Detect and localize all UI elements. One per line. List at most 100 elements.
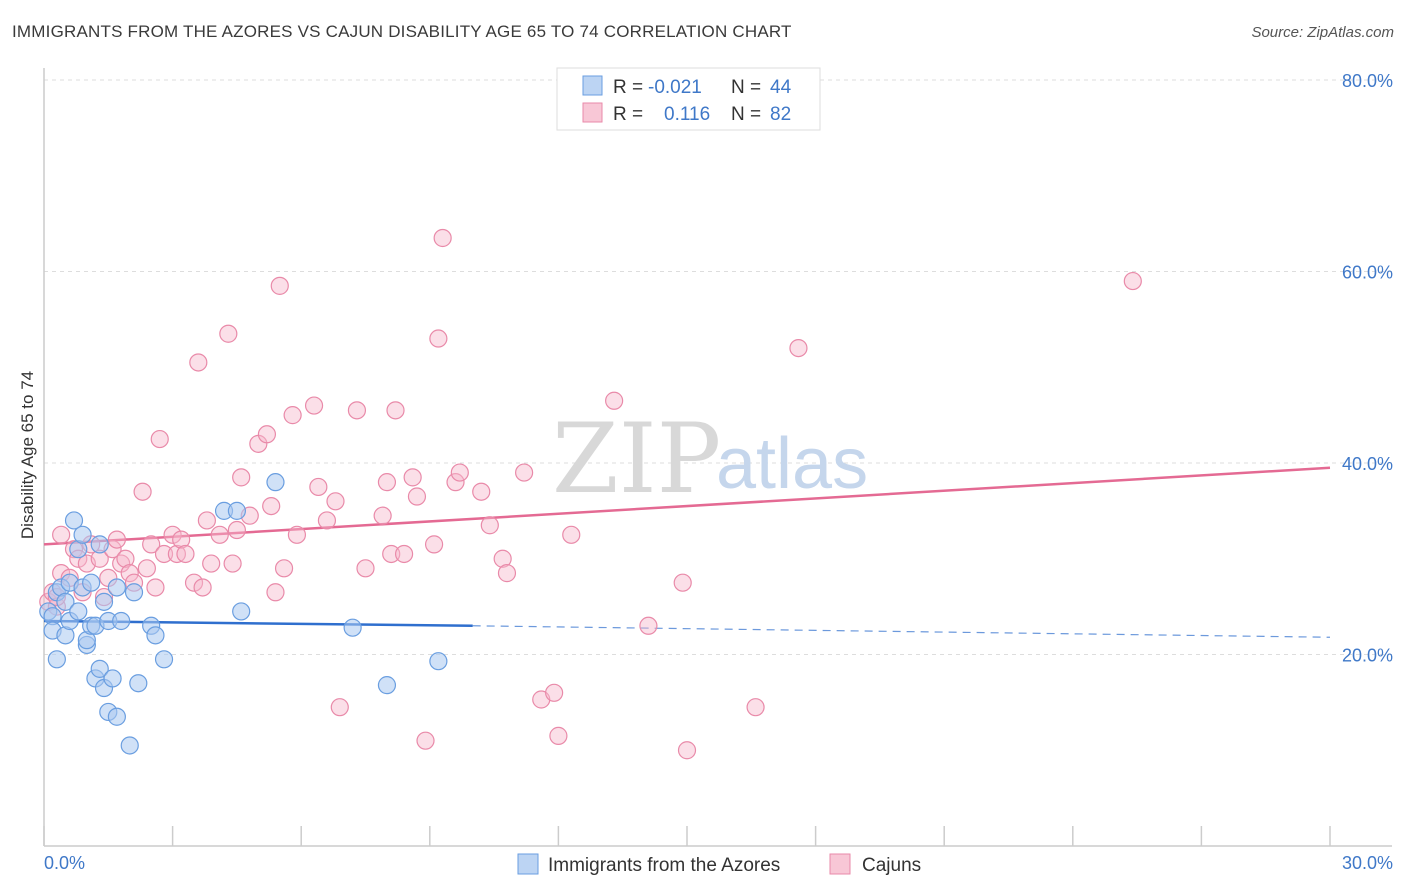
cajuns-point	[189, 353, 208, 372]
cajuns-point	[176, 544, 195, 564]
azores-point	[154, 650, 174, 669]
cajuns-point	[450, 463, 469, 482]
y-tick-labels: 20.0% 40.0% 60.0% 80.0%	[1342, 71, 1393, 666]
cajuns-point	[377, 473, 397, 492]
x-tick-label-max: 30.0%	[1342, 853, 1393, 873]
watermark-atlas: atlas	[716, 424, 868, 504]
cajuns-point	[150, 429, 169, 449]
cajuns-point	[146, 578, 165, 597]
chart-title: IMMIGRANTS FROM THE AZORES VS CAJUN DISA…	[12, 22, 792, 41]
cajuns-point	[210, 525, 229, 544]
cajuns-point	[746, 698, 765, 717]
azores-point	[124, 583, 144, 602]
cajuns-point	[1123, 271, 1142, 291]
x-ticks	[43, 826, 1331, 846]
cajuns-point	[304, 396, 324, 415]
cajuns-point	[382, 544, 401, 564]
azores-point	[129, 674, 148, 693]
chart-source: Source: ZipAtlas.com	[1251, 24, 1394, 41]
azores-point	[90, 659, 109, 678]
azores-point	[112, 611, 131, 631]
cajuns-point	[639, 616, 658, 635]
cajuns-point	[137, 559, 156, 578]
cajuns-point	[202, 554, 221, 573]
bottom-legend-label-azores: Immigrants from the Azores	[548, 855, 780, 876]
y-tick-label: 60.0%	[1342, 263, 1393, 283]
azores-point	[266, 473, 285, 492]
bottom-legend: Immigrants from the Azores Cajuns	[517, 853, 921, 876]
cajuns-point	[677, 741, 697, 760]
azores-point	[103, 669, 122, 688]
cajuns-point	[193, 578, 212, 597]
cajuns-point	[403, 468, 422, 487]
azores-point	[47, 650, 66, 669]
cajuns-point	[287, 525, 307, 544]
azores-point	[82, 573, 101, 592]
cajuns-point	[107, 530, 126, 549]
cajuns-point	[407, 487, 427, 506]
cajuns-point	[605, 391, 624, 410]
cajuns-point	[416, 731, 435, 750]
cajuns-point	[262, 496, 281, 516]
cajuns-point	[446, 473, 465, 492]
cajuns-point	[347, 401, 367, 420]
cajuns-point	[497, 564, 517, 583]
cajuns-point	[549, 726, 568, 745]
cajuns-point	[386, 401, 405, 420]
bottom-legend-label-cajuns: Cajuns	[862, 855, 921, 876]
cajuns-point	[227, 520, 246, 540]
legend-r-value-cajuns: 0.116	[664, 104, 710, 125]
azores-points	[39, 473, 448, 755]
cajuns-point	[429, 329, 448, 348]
cajuns-point	[515, 463, 534, 482]
cajuns-point	[356, 559, 375, 578]
y-tick-label: 20.0%	[1342, 646, 1393, 666]
cajuns-point	[120, 564, 139, 583]
cajuns-point	[223, 554, 242, 573]
cajuns-point	[283, 406, 302, 425]
cajuns-point	[433, 228, 452, 248]
cajuns-point	[480, 516, 499, 535]
cajuns-point	[373, 506, 392, 525]
axes	[43, 68, 1392, 847]
trend-line-cajuns	[43, 466, 1331, 546]
azores-point	[377, 676, 397, 695]
legend-r-label-azores: R =	[613, 77, 643, 98]
cajuns-point	[394, 544, 414, 564]
azores-point	[227, 501, 246, 520]
legend-r-label-cajuns: R =	[613, 104, 643, 125]
legend-swatch-cajuns	[582, 102, 603, 123]
azores-point	[90, 535, 109, 554]
cajuns-point	[154, 544, 174, 564]
y-tick-label: 80.0%	[1342, 71, 1393, 91]
cajuns-point	[472, 482, 491, 501]
bottom-legend-swatch-cajuns	[829, 853, 851, 875]
cajuns-point	[789, 339, 808, 358]
azores-point	[94, 592, 114, 611]
cajuns-point	[172, 530, 191, 549]
azores-point	[64, 511, 84, 530]
cajuns-point	[219, 324, 238, 343]
legend-n-value-azores: 44	[770, 77, 792, 98]
gridlines	[44, 79, 1392, 655]
cajuns-point	[326, 492, 345, 511]
cajuns-point	[424, 535, 444, 554]
watermark: ZIP atlas	[552, 403, 868, 515]
cajuns-point	[274, 559, 294, 578]
cajuns-point	[317, 511, 337, 530]
y-axis-title: Disability Age 65 to 74	[18, 371, 37, 539]
azores-point	[343, 618, 362, 637]
azores-point	[120, 736, 139, 755]
azores-point	[107, 578, 126, 597]
azores-point	[69, 602, 88, 621]
y-tick-label: 40.0%	[1342, 454, 1393, 474]
cajuns-point	[232, 468, 251, 487]
cajuns-point	[163, 525, 182, 544]
azores-point	[107, 707, 126, 726]
legend: R = -0.021 N = 44 R = 0.116 N = 82	[556, 67, 821, 131]
bottom-legend-swatch-azores	[517, 853, 539, 875]
cajuns-point	[52, 525, 71, 544]
cajuns-point	[197, 511, 216, 530]
trend-line-azores-extension	[472, 625, 1331, 638]
